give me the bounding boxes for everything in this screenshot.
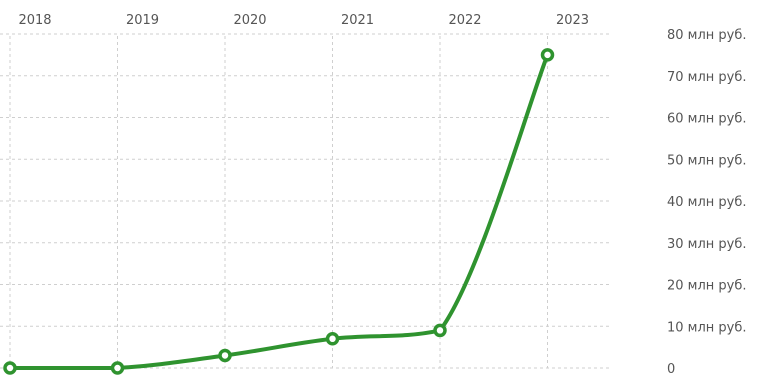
data-point-2022[interactable] bbox=[433, 323, 447, 338]
data-point-2023[interactable] bbox=[540, 48, 555, 62]
x-tick-label-2022: 2022 bbox=[448, 13, 481, 28]
y-tick-label-50: 50 млн руб. bbox=[667, 153, 747, 168]
x-tick-label-2019: 2019 bbox=[126, 13, 159, 28]
x-tick-label-2020: 2020 bbox=[233, 13, 266, 28]
y-axis-ticks: 0 10 млн руб. 20 млн руб. 30 млн руб. 40 млн… bbox=[667, 28, 747, 377]
grid bbox=[0, 33, 612, 369]
y-tick-label-40: 40 млн руб. bbox=[667, 195, 747, 210]
data-point-2021[interactable] bbox=[325, 332, 340, 346]
y-tick-label-0: 0 bbox=[667, 362, 675, 377]
y-tick-label-30: 30 млн руб. bbox=[667, 237, 747, 252]
point-layer bbox=[3, 48, 555, 375]
series-line-0 bbox=[8, 52, 550, 371]
y-tick-label-60: 60 млн руб. bbox=[667, 112, 747, 127]
x-axis-ticks: 2018 2019 2020 2021 2022 2023 bbox=[18, 13, 589, 28]
x-tick-label-2023: 2023 bbox=[556, 13, 589, 28]
x-tick-label-2021: 2021 bbox=[341, 13, 374, 28]
y-tick-label-80: 80 млн руб. bbox=[667, 28, 747, 43]
series-layer bbox=[8, 52, 550, 371]
x-tick-label-2018: 2018 bbox=[18, 13, 51, 28]
y-tick-label-10: 10 млн руб. bbox=[667, 320, 747, 335]
y-tick-label-70: 70 млн руб. bbox=[667, 70, 747, 85]
data-point-2018[interactable] bbox=[3, 361, 17, 375]
data-point-2019[interactable] bbox=[110, 361, 125, 375]
data-point-2020[interactable] bbox=[218, 348, 232, 363]
y-tick-label-20: 20 млн руб. bbox=[667, 279, 747, 294]
